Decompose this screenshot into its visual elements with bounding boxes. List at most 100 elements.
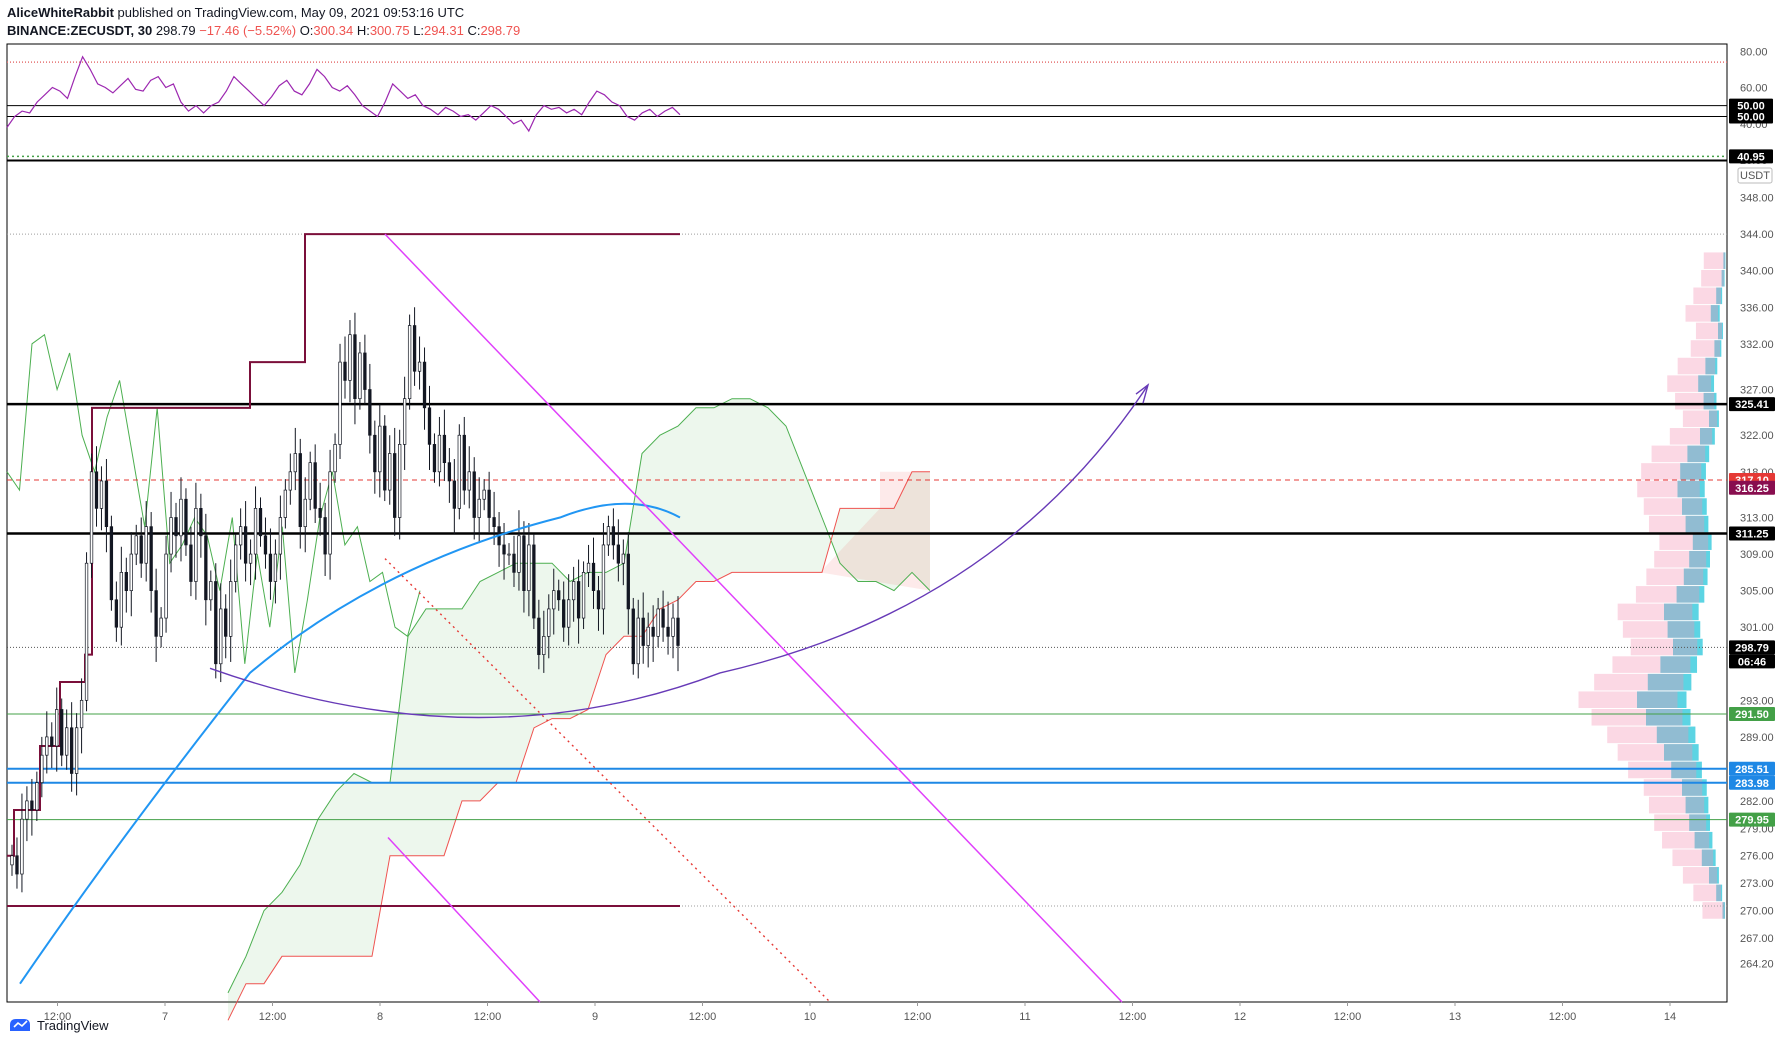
candle-body xyxy=(631,608,635,665)
candle-body xyxy=(338,361,342,445)
candle-body xyxy=(398,444,402,518)
time-tick-label: 12:00 xyxy=(904,1011,932,1023)
price-level-tag-label: 325.41 xyxy=(1735,399,1769,411)
candle-body xyxy=(507,553,511,556)
trendline-dotted xyxy=(384,558,831,1003)
candle-body xyxy=(169,517,173,555)
price-tick-label: 322.00 xyxy=(1740,430,1774,442)
price-level-tag xyxy=(1729,775,1775,790)
volume-profile-bar-up xyxy=(1701,849,1716,867)
time-tick-label: 7 xyxy=(162,1011,168,1023)
price-level-tag-label: 285.51 xyxy=(1735,764,1769,776)
axis-layer: 348.00 344.00 340.00 336.00 332.00 327.00 322.… xyxy=(1729,193,1775,971)
candle-body xyxy=(512,553,516,573)
candle-body xyxy=(393,453,397,518)
volume-profile-bar-down xyxy=(1667,375,1712,392)
candle-body xyxy=(661,608,665,628)
price-tick-label: 264.20 xyxy=(1740,959,1774,971)
volume-profile-bar-up xyxy=(1676,586,1705,603)
candle-body xyxy=(263,535,268,555)
candle-body xyxy=(646,626,650,646)
price-level-tag xyxy=(1729,812,1775,827)
candle-body xyxy=(621,553,625,564)
price-tick-label: 332.00 xyxy=(1740,339,1774,351)
volume-profile-bar-up xyxy=(1646,708,1691,726)
price-tick-label: 273.00 xyxy=(1740,878,1774,890)
volume-profile-bar-up xyxy=(1689,550,1710,568)
candle-body xyxy=(427,407,432,445)
candle-body xyxy=(219,608,223,665)
volume-profile-bar-down xyxy=(1654,550,1707,568)
candle-body xyxy=(527,544,531,591)
time-tick-label: 11 xyxy=(1019,1011,1030,1023)
candle-body xyxy=(184,498,188,546)
candle-body xyxy=(358,352,362,400)
volume-profile-bar-up xyxy=(1694,831,1713,849)
candle-body xyxy=(596,590,601,610)
volume-profile-bar-up xyxy=(1656,726,1696,744)
volume-profile-bar-down xyxy=(1695,322,1723,340)
candle-body xyxy=(586,562,591,573)
volume-profile-bar-down xyxy=(1682,410,1718,428)
unit-label: USDT xyxy=(1740,170,1770,182)
volume-profile-bar-up xyxy=(1667,621,1701,638)
candle-body xyxy=(537,617,541,655)
candle-body xyxy=(273,553,278,582)
volume-profile-bar-up xyxy=(1723,252,1726,269)
volume-profile-bar-down xyxy=(1643,498,1703,515)
time-tick-label: 12:00 xyxy=(1119,1011,1147,1023)
candle-body xyxy=(517,535,521,573)
footer-brand[interactable]: TradingView xyxy=(8,1017,109,1033)
close-value: 298.79 xyxy=(480,23,521,38)
candle-body xyxy=(159,617,163,637)
symbol-label[interactable]: BINANCE:ZECUSDT, 30 xyxy=(7,23,153,38)
trendline-main xyxy=(384,233,1123,1003)
candle-body xyxy=(576,581,581,619)
rsi-level-tag xyxy=(1729,149,1773,164)
volume-profile-bar-down xyxy=(1607,726,1689,744)
candle-body xyxy=(65,727,69,756)
time-tick-label: 9 xyxy=(592,1011,598,1023)
candle-body xyxy=(557,590,561,601)
candle-body xyxy=(547,608,551,637)
volume-profile-bar-down xyxy=(1703,252,1726,269)
volume-profile-bar-down xyxy=(1591,708,1683,726)
unit-box[interactable] xyxy=(1737,167,1773,184)
volume-profile-bar-down xyxy=(1693,884,1722,902)
last-price: 298.79 xyxy=(155,23,196,38)
candle-body xyxy=(492,517,496,528)
candle-body xyxy=(303,498,307,528)
time-axis: 12:00 7 12:00 8 12:00 9 12:00 10 12:00 11 12:00 12 1… xyxy=(44,1002,1676,1023)
candle-body xyxy=(368,389,372,436)
price-tick-label: 301.00 xyxy=(1740,622,1774,634)
volume-profile-bar-down xyxy=(1643,779,1703,796)
price-tick-label: 327.00 xyxy=(1740,385,1774,397)
candle-body xyxy=(234,544,238,582)
candle-body xyxy=(407,325,412,400)
candle-body xyxy=(84,562,89,701)
candle-body xyxy=(552,590,556,610)
candle-body xyxy=(214,581,218,665)
volume-profile-bar-up xyxy=(1722,902,1725,919)
candle-body xyxy=(432,444,437,473)
price-tick-label: 289.00 xyxy=(1740,732,1774,744)
time-tick-label: 10 xyxy=(804,1011,816,1023)
price-level-tag-label: 283.98 xyxy=(1735,778,1769,790)
chart-header: AliceWhiteRabbit published on TradingVie… xyxy=(7,4,520,40)
price-tick-label: 348.00 xyxy=(1740,193,1774,205)
candle-body xyxy=(189,544,193,582)
price-level-tag-label: 279.95 xyxy=(1735,815,1769,827)
candle-body xyxy=(676,617,680,646)
candle-body xyxy=(79,699,84,729)
volume-profile-bar-down xyxy=(1617,603,1693,621)
price-tick-label: 305.00 xyxy=(1740,586,1774,598)
volume-profile-bar-down xyxy=(1578,691,1678,708)
author-name[interactable]: AliceWhiteRabbit xyxy=(7,5,114,20)
time-tick-label: 14 xyxy=(1664,1011,1676,1023)
candle-body xyxy=(194,508,198,582)
price-level-tag-label: 291.50 xyxy=(1735,709,1769,721)
volume-profile-bar-down xyxy=(1682,867,1718,884)
candle-body xyxy=(288,471,292,491)
candle-body xyxy=(318,508,322,518)
